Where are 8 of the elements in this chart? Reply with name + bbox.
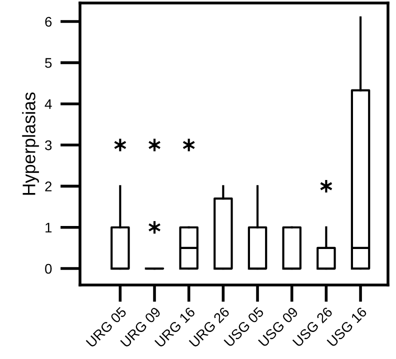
y-tick-label: 5 [45, 58, 52, 68]
y-tick-label: 4 [44, 99, 52, 109]
y-tick-label: 1 [46, 222, 52, 232]
y-tick-label: 0 [45, 264, 52, 274]
y-tick-label: 2 [45, 182, 52, 192]
y-tick-label: 6 [45, 16, 52, 27]
y-axis-title: Hyperplasias [22, 92, 39, 195]
y-tick-label: 3 [45, 140, 52, 150]
